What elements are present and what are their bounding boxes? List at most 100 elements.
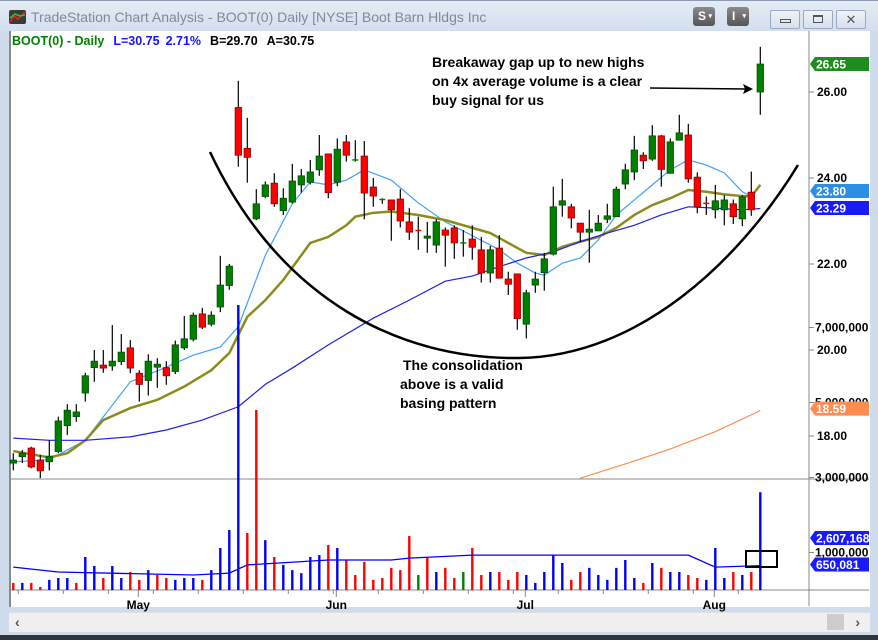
volume-bar — [669, 572, 672, 590]
down-candle — [468, 238, 476, 248]
up-candle — [171, 344, 179, 372]
volume-bar — [318, 555, 321, 590]
window-bottom-border — [0, 635, 878, 640]
up-candle — [333, 148, 341, 183]
volume-bar — [570, 579, 573, 590]
moving-average-line — [580, 410, 761, 479]
horizontal-scrollbar[interactable]: ‹ › — [9, 612, 870, 632]
last-volume-tag-background — [810, 531, 869, 545]
bid-price: B=29.70 — [210, 34, 258, 48]
up-candle — [738, 196, 746, 220]
price-tick-label: 20.00 — [817, 343, 847, 357]
price-tick-label: 22.00 — [817, 257, 847, 271]
up-candle — [315, 155, 323, 171]
down-candle — [360, 155, 368, 194]
up-candle — [558, 200, 566, 206]
volume-bar — [273, 557, 276, 590]
volume-bar — [309, 557, 312, 590]
volume-bar — [642, 582, 645, 590]
down-candle — [747, 191, 755, 211]
s-menu-button[interactable]: S ▾ — [693, 7, 715, 26]
scroll-thumb[interactable] — [827, 614, 844, 630]
chart-panel[interactable] — [9, 31, 870, 607]
annotation-line: above is a valid — [400, 376, 504, 392]
up-candle — [486, 249, 494, 274]
up-candle — [612, 188, 620, 218]
volume-bar — [525, 575, 528, 590]
down-candle — [198, 313, 206, 328]
close-button[interactable]: ✕ — [836, 10, 866, 29]
i-menu-button[interactable]: I ▾ — [727, 7, 749, 26]
annotation-arrow — [649, 87, 749, 90]
caret-down-icon: ▾ — [708, 13, 712, 20]
down-candle — [504, 278, 512, 285]
volume-tick-label: 7,000,000 — [815, 321, 869, 335]
scroll-left-icon[interactable]: ‹ — [15, 614, 20, 630]
volume-bar — [129, 572, 132, 590]
down-candle — [729, 203, 737, 218]
down-candle — [324, 153, 332, 194]
s-label: S — [698, 9, 707, 23]
up-candle — [675, 132, 683, 141]
volume-bar — [588, 567, 591, 590]
up-candle — [432, 221, 440, 246]
volume-bar — [381, 578, 384, 590]
volume-bar — [111, 566, 114, 590]
annotation-line: on 4x average volume is a clear — [432, 73, 643, 89]
volume-bar — [489, 572, 492, 590]
consolidation-annotation: The consolidation above is a valid basin… — [400, 356, 523, 413]
volume-bar — [219, 548, 222, 590]
volume-bar — [66, 578, 69, 590]
volume-bar — [93, 566, 96, 590]
volume-bar — [624, 560, 627, 590]
volume-bar — [750, 572, 753, 590]
symbol-label: BOOT(0) - Daily — [12, 34, 105, 48]
volume-bar — [579, 572, 582, 590]
date-tick-label: Jun — [326, 598, 347, 612]
long-ma-tag: 18.59 — [816, 402, 846, 416]
down-candle — [387, 199, 395, 211]
down-candle — [243, 147, 251, 158]
restore-button[interactable] — [803, 10, 833, 29]
volume-bar — [147, 570, 150, 590]
up-candle — [423, 235, 431, 239]
price-tick-label: 18.00 — [817, 429, 847, 443]
volume-bar — [543, 572, 546, 590]
last-price: L=30.75 — [113, 34, 160, 48]
down-candle — [126, 347, 134, 369]
annotation-line: Breakaway gap up to new highs — [432, 54, 645, 70]
up-candle — [648, 135, 656, 160]
title-bar: TradeStation Chart Analysis - BOOT(0) Da… — [0, 0, 878, 31]
volume-bar — [417, 575, 420, 590]
date-tick-label: Jul — [517, 598, 534, 612]
down-candle — [99, 364, 107, 369]
slow-ma-tag-background — [810, 201, 869, 215]
volume-bar — [606, 579, 609, 590]
down-candle — [450, 227, 458, 244]
price-tick-label: 24.00 — [817, 171, 847, 185]
up-candle — [252, 203, 260, 220]
volume-bar — [345, 560, 348, 590]
up-candle — [540, 258, 548, 273]
minimize-button[interactable] — [770, 10, 800, 29]
down-candle — [162, 367, 170, 377]
scroll-right-icon[interactable]: › — [855, 614, 860, 630]
volume-bar — [660, 567, 663, 590]
volume-bar — [210, 570, 213, 590]
volume-bar — [480, 575, 483, 590]
caret-down-icon: ▾ — [742, 13, 746, 20]
up-candle — [189, 314, 197, 340]
up-candle — [279, 197, 287, 212]
date-tick-label: May — [127, 598, 151, 612]
up-candle — [621, 169, 629, 185]
up-candle — [18, 452, 26, 458]
volume-bar — [453, 578, 456, 590]
up-candle — [594, 222, 602, 232]
volume-bar — [30, 582, 33, 590]
down-candle — [369, 186, 377, 197]
last-volume-tag: 2,607,168 — [816, 532, 870, 546]
up-candle — [756, 63, 764, 93]
volume-bar — [696, 578, 699, 590]
average-volume-tag-background — [810, 557, 869, 572]
